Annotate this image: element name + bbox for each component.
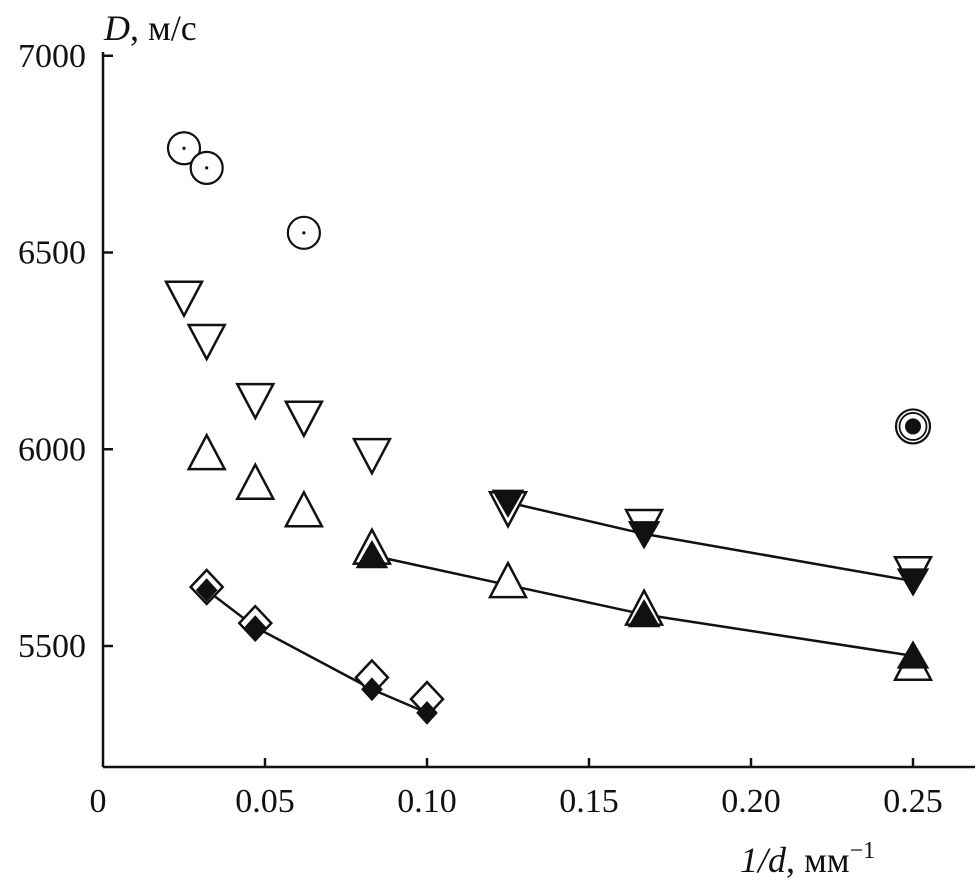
x-ticks: 0 0.05 0.10 0.15 0.20 0.25 [90,758,943,820]
y-axis-unit: , м/с [130,8,197,48]
x-tick-label: 0.15 [559,783,619,820]
data-point-triangle-up-filled [627,599,661,628]
data-point-triangle-down-filled [896,568,930,597]
axes [101,52,975,769]
y-axis-var: D [103,8,130,48]
data-point-circle-dot [166,131,202,166]
x-tick-label: 0.20 [721,783,781,820]
series-line [205,589,428,715]
x-axis-unit: , мм [786,840,850,880]
y-axis-title: D, м/с [103,8,197,48]
x-axis-var: 1/d [740,840,787,880]
data-point-diamond-filled [195,578,218,603]
data-point-triangle-down-open [235,382,276,421]
y-tick-label: 6000 [18,431,86,468]
data-point-circle-dot [189,150,224,185]
x-axis-unit-sup: −1 [850,838,876,864]
y-tick-label: 6500 [18,235,86,272]
data-point-triangle-up-open [235,462,276,500]
x-tick-label: 0.25 [883,783,943,820]
series-markers [163,131,934,725]
data-point-triangle-down-open [186,323,227,362]
data-point-triangle-up-open [186,432,227,471]
data-point-triangle-up-filled [896,640,930,669]
data-point-circle-filled [894,408,932,445]
x-tick-label: 0.05 [235,783,295,820]
y-ticks: 5500 6000 6500 7000 [18,38,113,665]
x-tick-label: 0 [90,783,107,820]
data-point-diamond-filled [416,701,438,725]
y-tick-label: 7000 [18,38,86,75]
y-tick-label: 5500 [18,628,86,665]
data-point-diamond-filled [361,677,383,702]
series-lines [205,501,914,715]
x-tick-label: 0.10 [397,783,457,820]
series-line [507,501,914,583]
data-point-triangle-down-open [351,437,392,476]
x-axis-title: 1/d, мм−1 [740,838,875,880]
data-point-triangle-up-open [487,560,529,599]
data-point-triangle-up-open [283,489,324,528]
data-point-triangle-down-filled [627,521,661,550]
data-point-triangle-down-filled [491,489,525,518]
data-point-circle-dot [286,215,321,250]
data-point-triangle-down-open [163,280,205,319]
data-point-diamond-filled [244,615,267,640]
data-point-triangle-down-open [283,400,324,439]
data-point-triangle-up-filled [355,539,389,569]
